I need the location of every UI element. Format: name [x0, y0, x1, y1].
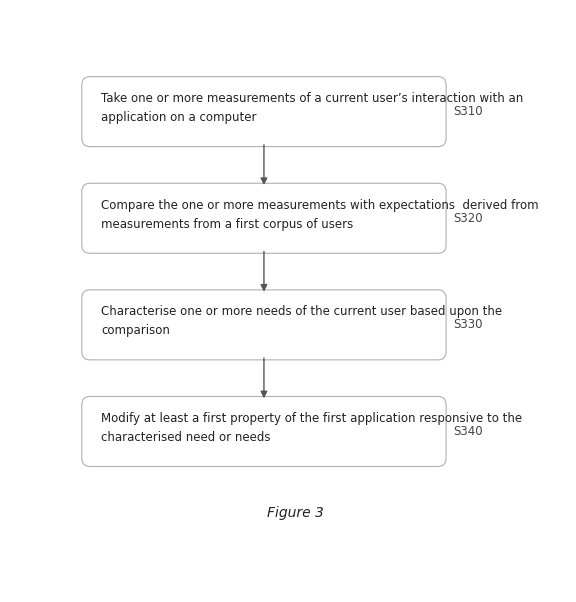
Text: Characterise one or more needs of the current user based upon the
comparison: Characterise one or more needs of the cu…	[101, 305, 502, 337]
Text: Modify at least a first property of the first application responsive to the
char: Modify at least a first property of the …	[101, 412, 522, 444]
FancyBboxPatch shape	[82, 183, 446, 253]
Text: S330: S330	[454, 318, 483, 331]
Text: Figure 3: Figure 3	[267, 506, 324, 520]
FancyBboxPatch shape	[82, 76, 446, 147]
Text: Take one or more measurements of a current user’s interaction with an
applicatio: Take one or more measurements of a curre…	[101, 92, 523, 124]
FancyBboxPatch shape	[82, 290, 446, 360]
Text: S340: S340	[454, 425, 483, 438]
Text: S310: S310	[454, 105, 483, 118]
Text: Compare the one or more measurements with expectations  derived from
measurement: Compare the one or more measurements wit…	[101, 199, 539, 231]
Text: S320: S320	[454, 212, 483, 225]
FancyBboxPatch shape	[82, 397, 446, 467]
